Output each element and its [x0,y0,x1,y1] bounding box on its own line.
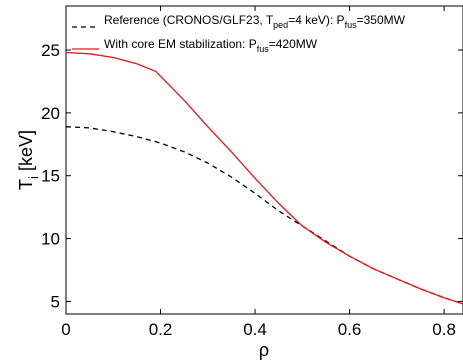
legend-label-em-stabilization: With core EM stabilization: Pfus=420MW [104,37,318,54]
y-axis: 5 10 15 20 25 [41,41,463,311]
x-axis: 0 0.2 0.4 0.6 0.8 [61,6,456,339]
x-axis-label: ρ [259,340,269,360]
x-tick-label: 0.6 [338,320,362,339]
x-tick-label: 0.8 [432,320,456,339]
y-tick-label: 25 [41,41,60,60]
series-layer [65,51,463,305]
y-tick-label: 10 [41,230,60,249]
y-tick-label: 5 [51,292,60,311]
x-tick-label: 0.4 [243,320,267,339]
series-line-em-stabilization [65,51,463,305]
legend: Reference (CRONOS/GLF23, Tped=4 keV): Pf… [72,13,406,54]
y-tick-label: 15 [41,167,60,186]
y-tick-label: 20 [41,104,60,123]
x-tick-label: 0.2 [149,320,173,339]
y-axis-label: Ti [keV] [16,130,41,190]
plot-frame [65,5,463,315]
x-tick-label: 0 [61,320,70,339]
series-line-reference [65,126,463,305]
legend-label-reference: Reference (CRONOS/GLF23, Tped=4 keV): Pf… [104,13,406,30]
